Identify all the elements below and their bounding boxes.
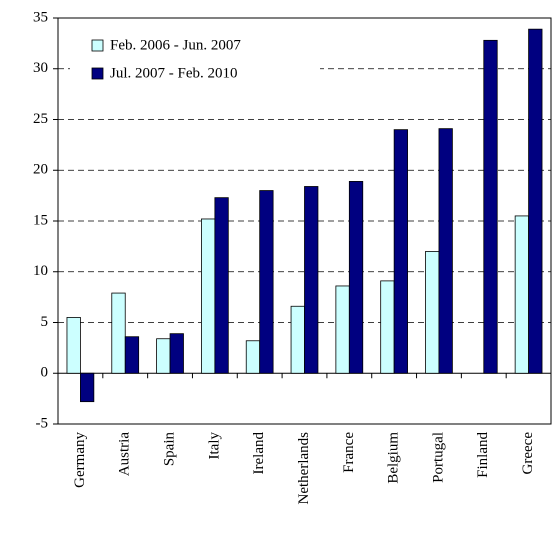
legend-swatch (91, 39, 104, 52)
bar (425, 251, 440, 374)
y-tick-label: 5 (41, 314, 49, 330)
bar (380, 280, 395, 374)
x-tick-label: Netherlands (296, 432, 312, 505)
bar (111, 292, 126, 374)
x-tick-label: Finland (475, 432, 491, 478)
x-tick-label: Greece (520, 432, 536, 475)
y-tick-label: -5 (36, 415, 49, 431)
bar (201, 218, 216, 374)
bar (124, 336, 140, 374)
bar (245, 340, 261, 374)
x-tick-label: Belgium (386, 432, 402, 484)
y-tick-label: 0 (41, 365, 49, 381)
bar (169, 333, 184, 374)
y-tick-label: 20 (33, 162, 48, 178)
bar (348, 181, 364, 374)
bar (290, 305, 305, 374)
bar (438, 128, 453, 374)
legend-box (70, 28, 320, 90)
bar (514, 215, 529, 374)
bar (66, 317, 81, 374)
x-tick-label: Portugal (430, 432, 446, 483)
legend-swatch (91, 67, 104, 80)
y-tick-label: 35 (33, 9, 48, 25)
x-tick-label: Ireland (251, 432, 267, 475)
bar (393, 129, 408, 374)
y-tick-label: 10 (33, 263, 48, 279)
legend-label: Feb. 2006 - Jun. 2007 (110, 37, 241, 53)
x-tick-label: Austria (117, 432, 133, 477)
bar (214, 197, 229, 374)
y-tick-label: 25 (33, 111, 48, 127)
bar (483, 39, 498, 374)
y-tick-label: 15 (33, 212, 48, 228)
x-tick-label: Spain (161, 432, 177, 467)
x-tick-label: France (341, 432, 357, 473)
bar (335, 285, 350, 374)
bar (156, 338, 171, 374)
y-tick-label: 30 (33, 60, 48, 76)
bar (259, 190, 274, 374)
legend-label: Jul. 2007 - Feb. 2010 (110, 65, 238, 81)
x-tick-label: Germany (72, 432, 88, 488)
bar (80, 372, 95, 403)
bar (528, 28, 543, 374)
x-tick-label: Italy (206, 432, 222, 460)
bar (304, 186, 319, 374)
